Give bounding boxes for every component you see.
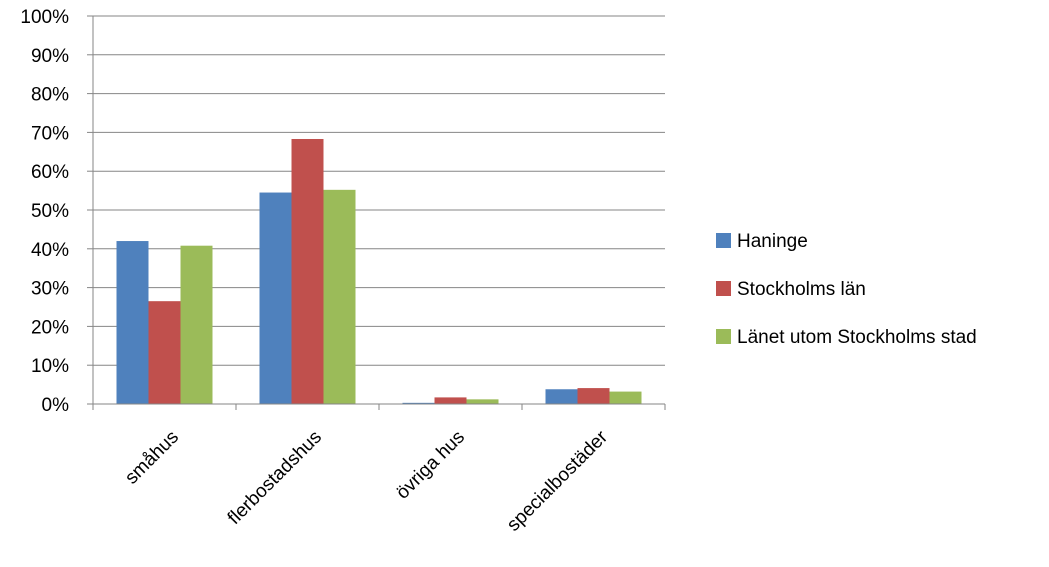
legend-label: Stockholms län bbox=[737, 279, 866, 300]
y-tick-label: 0% bbox=[42, 395, 70, 416]
bar-l-net-utom-stockholms-stad-0 bbox=[180, 245, 213, 404]
bar-haninge-0 bbox=[116, 241, 149, 404]
y-tick-label: 40% bbox=[31, 240, 69, 261]
bars bbox=[116, 138, 642, 404]
x-category-label: flerbostadshus bbox=[224, 427, 326, 529]
bar-haninge-1 bbox=[259, 192, 292, 404]
bar-l-net-utom-stockholms-stad-1 bbox=[323, 189, 356, 404]
bar-stockholms-l-n-3 bbox=[577, 388, 610, 404]
legend-label: Haninge bbox=[737, 231, 808, 252]
y-tick-label: 100% bbox=[20, 7, 69, 28]
y-tick-label: 70% bbox=[31, 123, 69, 144]
bar-stockholms-l-n-0 bbox=[148, 301, 181, 404]
legend-swatch bbox=[716, 233, 731, 248]
legend-swatch bbox=[716, 329, 731, 344]
y-tick-label: 30% bbox=[31, 279, 69, 300]
axes bbox=[87, 15, 666, 410]
x-category-label: småhus bbox=[121, 427, 183, 489]
legend: Haninge Stockholms län Länet utom Stockhol… bbox=[716, 231, 977, 348]
x-category-label: övriga hus bbox=[392, 427, 469, 504]
bar-stockholms-l-n-2 bbox=[434, 397, 467, 404]
bar-haninge-2 bbox=[402, 402, 435, 404]
legend-label: Länet utom Stockholms stad bbox=[737, 327, 977, 348]
bar-stockholms-l-n-1 bbox=[291, 138, 324, 404]
y-tick-label: 20% bbox=[31, 317, 69, 338]
y-tick-label: 60% bbox=[31, 162, 69, 183]
y-tick-label: 10% bbox=[31, 356, 69, 377]
y-tick-label: 80% bbox=[31, 85, 69, 106]
y-tick-labels: 0% 10% 20% 30% 40% 50% 60% 70% 80% 90% 100% bbox=[20, 7, 69, 416]
y-tick-label: 90% bbox=[31, 46, 69, 67]
x-category-label: specialbostäder bbox=[503, 426, 612, 535]
legend-swatch bbox=[716, 281, 731, 296]
bar-l-net-utom-stockholms-stad-2 bbox=[466, 399, 499, 404]
x-tick-labels: småhus flerbostadshus övriga hus specialbos… bbox=[121, 426, 612, 535]
bar-l-net-utom-stockholms-stad-3 bbox=[609, 391, 642, 404]
y-tick-label: 50% bbox=[31, 201, 69, 222]
bar-haninge-3 bbox=[545, 389, 578, 404]
